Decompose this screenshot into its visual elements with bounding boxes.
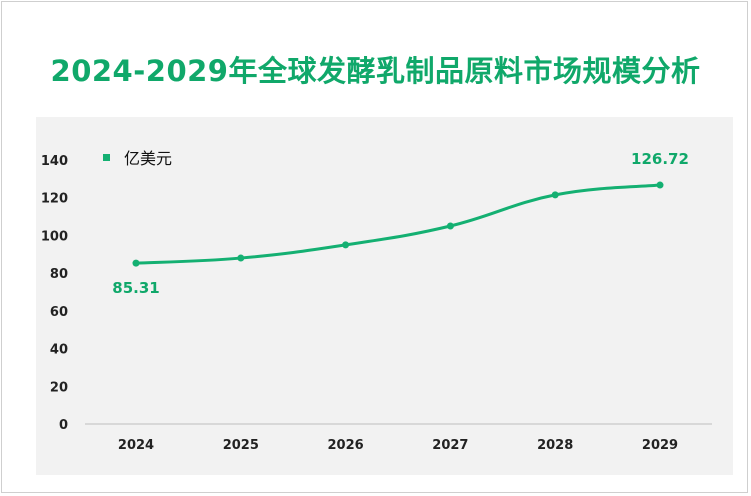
x-tick-label: 2028 xyxy=(537,438,573,453)
x-tick-label: 2024 xyxy=(118,438,154,453)
data-point xyxy=(446,222,454,230)
legend: 亿美元 xyxy=(103,149,172,168)
series-line xyxy=(134,183,662,265)
y-tick-label: 80 xyxy=(50,267,68,282)
y-tick-label: 20 xyxy=(50,380,68,395)
y-tick-label: 60 xyxy=(50,305,68,320)
y-tick-label: 120 xyxy=(41,192,68,207)
legend-label: 亿美元 xyxy=(124,149,172,168)
plot-area xyxy=(36,117,733,475)
data-point xyxy=(551,191,559,199)
data-point xyxy=(237,254,245,262)
y-tick-label: 140 xyxy=(41,154,68,169)
data-label-first: 85.31 xyxy=(112,279,159,297)
x-tick-label: 2027 xyxy=(432,438,468,453)
y-tick-label: 40 xyxy=(50,343,68,358)
x-tick-label: 2029 xyxy=(642,438,678,453)
x-axis: 2024 2025 2026 2027 2028 2029 xyxy=(118,438,678,453)
x-tick-label: 2025 xyxy=(223,438,259,453)
data-point xyxy=(132,259,140,267)
data-label-last: 126.72 xyxy=(631,150,689,168)
y-axis: 0 20 40 60 80 100 120 140 xyxy=(41,154,68,433)
data-points xyxy=(132,181,664,267)
y-tick-label: 100 xyxy=(41,229,68,244)
data-point xyxy=(656,181,664,189)
chart-title: 2024-2029年全球发酵乳制品原料市场规模分析 xyxy=(50,54,701,88)
data-labels: 85.31 126.72 xyxy=(112,150,689,297)
y-tick-label: 0 xyxy=(59,418,68,433)
x-tick-label: 2026 xyxy=(328,438,364,453)
legend-marker xyxy=(103,154,110,161)
data-point xyxy=(342,241,350,249)
